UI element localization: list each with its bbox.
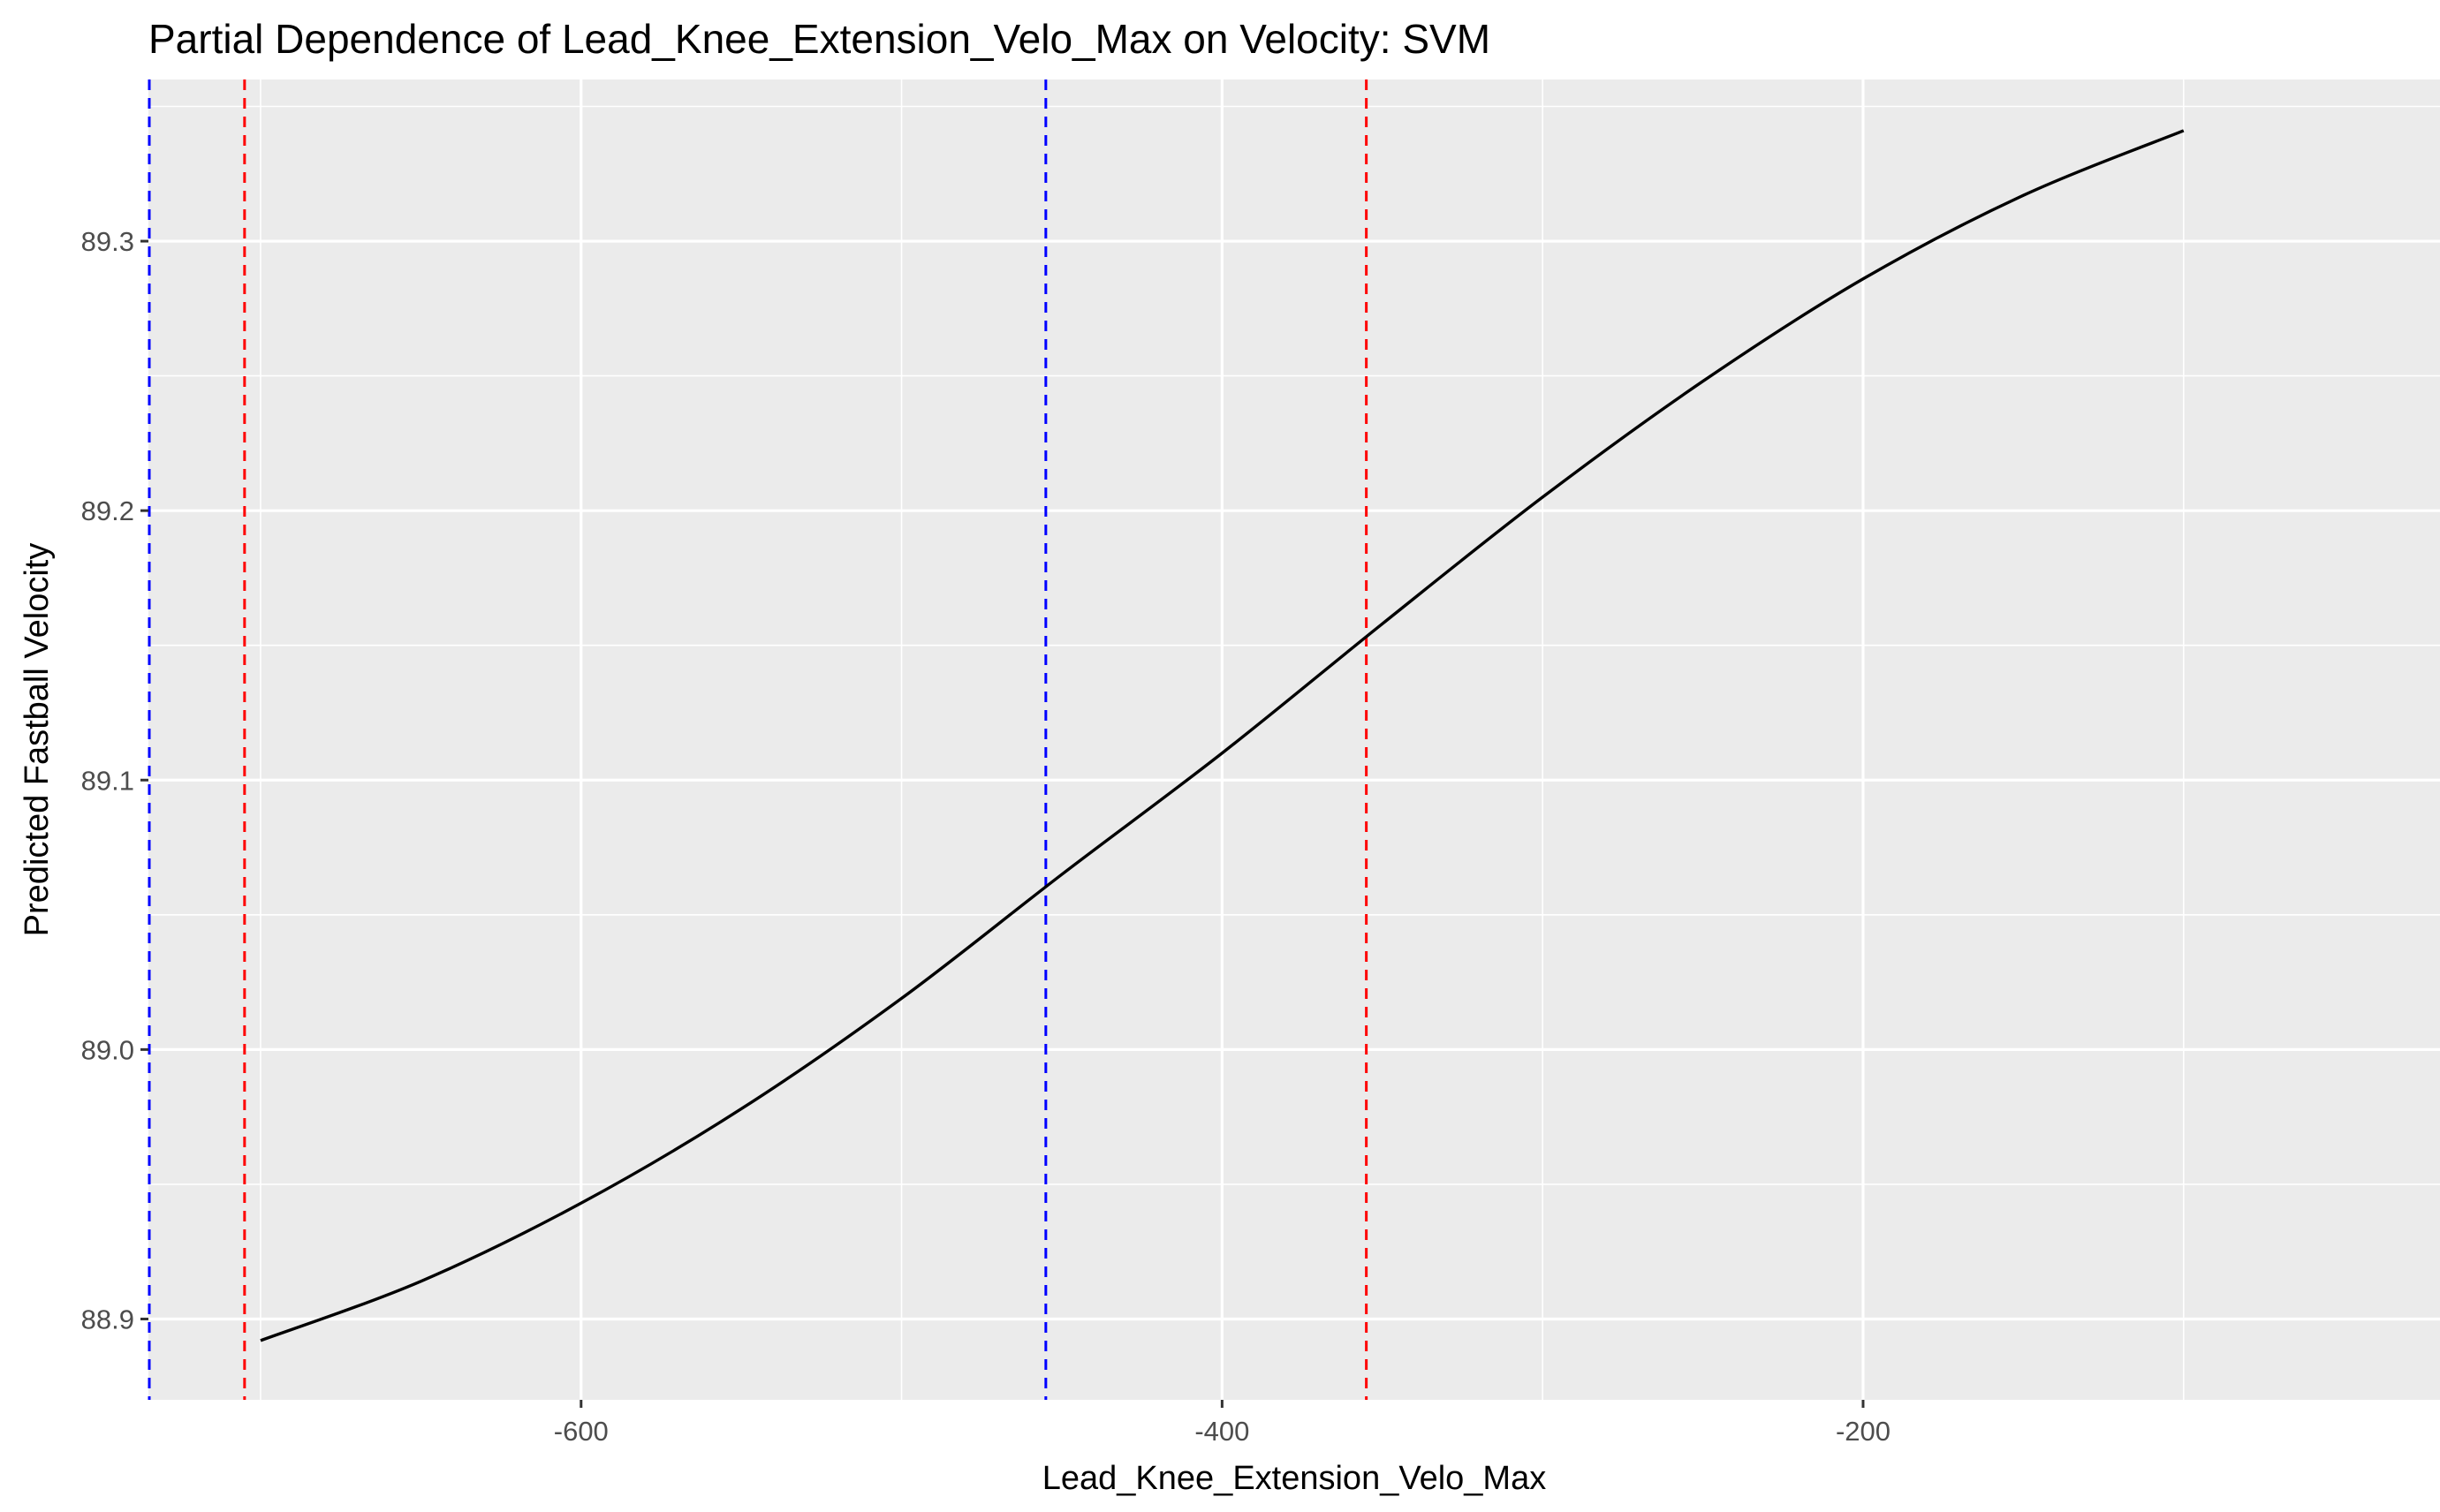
x-axis-title: Lead_Knee_Extension_Velo_Max	[1042, 1460, 1546, 1497]
y-axis: 88.9 89.0 89.1 89.2 89.3	[81, 226, 148, 1334]
x-tick-label: -600	[554, 1416, 609, 1447]
y-axis-title: Predicted Fastball Velocity	[19, 543, 56, 937]
series-line	[260, 129, 2185, 1342]
x-tick-label: -400	[1194, 1416, 1249, 1447]
minor-gridlines	[148, 79, 2440, 1400]
chart-title: Partial Dependence of Lead_Knee_Extensio…	[148, 16, 1490, 62]
y-tick-label: 89.0	[81, 1034, 134, 1065]
x-tick-label: -200	[1836, 1416, 1891, 1447]
series-layer	[260, 129, 2185, 1342]
reference-lines	[148, 79, 1368, 1400]
y-tick-label: 89.3	[81, 226, 134, 257]
y-tick-label: 89.2	[81, 495, 134, 526]
plot-panel	[148, 79, 2440, 1400]
x-axis: -600 -400 -200	[554, 1400, 1891, 1447]
major-gridlines	[148, 79, 2440, 1400]
y-tick-label: 89.1	[81, 765, 134, 796]
y-tick-label: 88.9	[81, 1304, 134, 1334]
